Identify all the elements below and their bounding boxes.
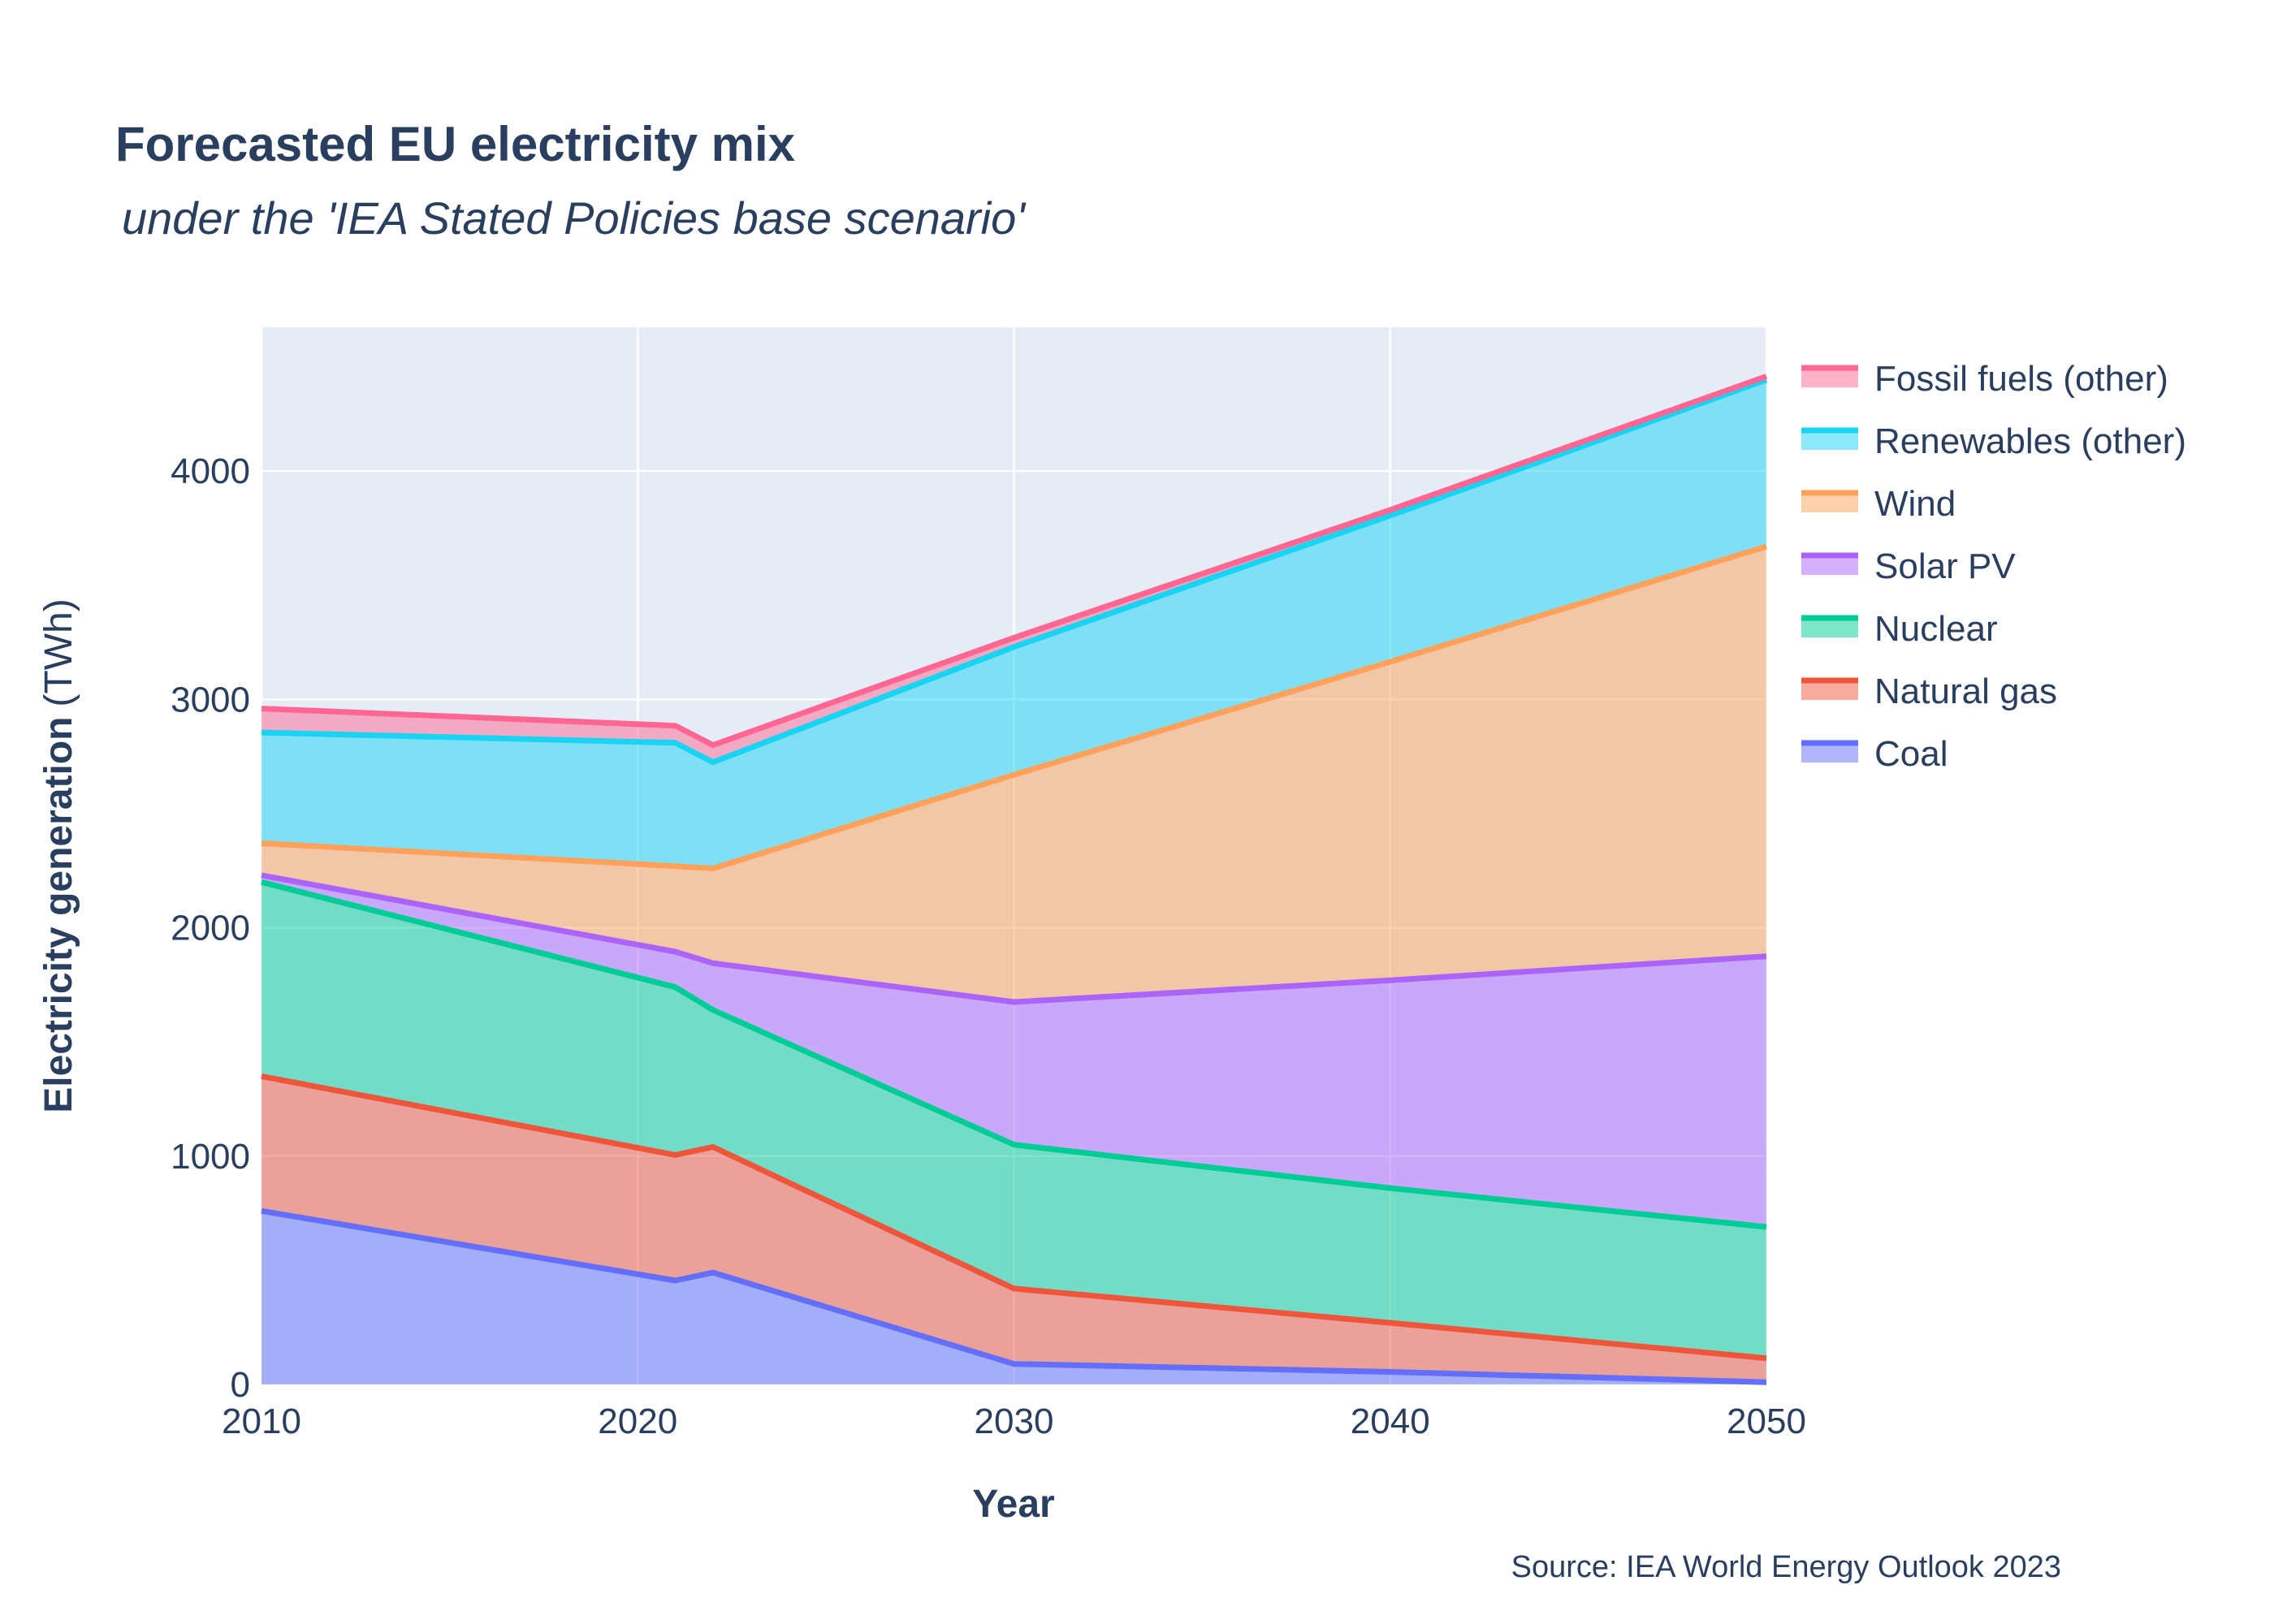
legend-swatch (1801, 743, 1858, 762)
y-axis-label-unit: (TWh) (37, 598, 80, 706)
line-coal (261, 1207, 1767, 1385)
legend-swatch (1801, 618, 1858, 637)
legend-label: Natural gas (1874, 672, 2057, 711)
legend-swatch (1801, 680, 1858, 700)
y-tick-label: 4000 (171, 451, 250, 491)
source-note: Source: IEA World Energy Outlook 2023 (1511, 1550, 2061, 1584)
legend-swatch (1801, 555, 1858, 575)
line-solar-pv (261, 872, 1767, 1005)
area-wind (262, 546, 1766, 1002)
x-tick-label: 2010 (222, 1402, 301, 1441)
legend-label: Coal (1874, 734, 1948, 774)
series-lines (261, 374, 1768, 1385)
legend-label: Renewables (other) (1874, 421, 2186, 461)
area-natural-gas (262, 1076, 1766, 1383)
area-renewables-other (262, 379, 1766, 869)
x-tick-label: 2040 (1351, 1402, 1430, 1441)
x-tick-label: 2050 (1727, 1402, 1806, 1441)
x-tick-label: 2020 (598, 1402, 677, 1441)
y-axis-label-main: Electricity generation (37, 717, 80, 1113)
area-fossil-fuels-other (262, 376, 1766, 762)
legend-label: Nuclear (1874, 609, 1998, 649)
x-axis-label: Year (972, 1483, 1054, 1526)
chart-subtitle: under the 'IEA Stated Policies base scen… (122, 192, 1027, 244)
legend-item-coal[interactable]: Coal (1801, 734, 1948, 774)
y-axis-ticks: 0 1000 2000 3000 4000 (171, 451, 250, 1405)
y-tick-label: 3000 (171, 680, 250, 719)
line-wind (261, 543, 1768, 871)
legend-item-nuclear[interactable]: Nuclear (1801, 609, 1998, 649)
legend-swatch (1801, 493, 1858, 512)
line-natural-gas (261, 1073, 1767, 1362)
legend-label: Fossil fuels (other) (1874, 359, 2168, 399)
line-nuclear (261, 879, 1767, 1230)
legend-item-wind[interactable]: Wind (1801, 484, 1956, 524)
legend-item-fossil-fuels-other[interactable]: Fossil fuels (other) (1801, 359, 2168, 399)
legend-label: Solar PV (1874, 546, 2016, 586)
legend-swatch (1801, 430, 1858, 450)
chart-title: Forecasted EU electricity mix (115, 117, 795, 171)
area-solar-pv (262, 875, 1766, 1227)
legend-item-natural-gas[interactable]: Natural gas (1801, 672, 2057, 711)
line-renewables-other (261, 377, 1768, 766)
y-tick-label: 1000 (171, 1137, 250, 1177)
x-tick-label: 2030 (975, 1402, 1054, 1441)
stacked-areas (262, 376, 1766, 1384)
legend-swatch (1801, 368, 1858, 387)
y-axis-label: Electricity generation (TWh) (37, 598, 80, 1112)
y-tick-label: 0 (231, 1365, 250, 1405)
legend: Fossil fuels (other) Renewables (other) Wi… (1801, 359, 2186, 774)
legend-label: Wind (1874, 484, 1956, 524)
legend-item-solar-pv[interactable]: Solar PV (1801, 546, 2016, 586)
x-axis-ticks: 2010 2020 2030 2040 2050 (222, 1402, 1806, 1441)
area-nuclear (262, 882, 1766, 1358)
legend-item-renewables-other[interactable]: Renewables (other) (1801, 421, 2186, 461)
line-fossil-fuels-other (261, 374, 1768, 749)
y-tick-label: 2000 (171, 909, 250, 948)
area-coal (262, 1211, 1766, 1384)
